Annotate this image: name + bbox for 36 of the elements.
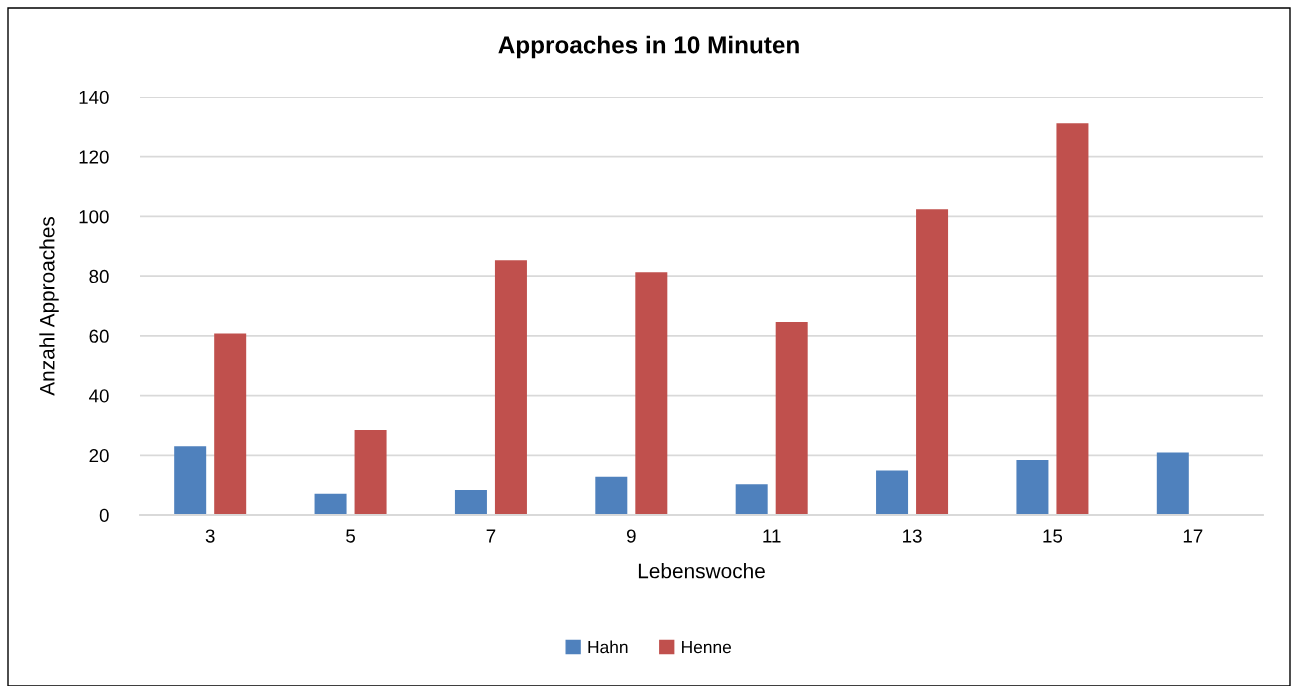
legend-label: Hahn [588,640,628,654]
y-tick-label: 60 [89,329,109,343]
x-tick-label: 17 [1183,529,1203,543]
y-tick-label: 40 [89,389,109,403]
y-tick-label: 80 [89,269,109,284]
legend-label: Henne [682,641,732,654]
bar [174,446,207,515]
bar [314,493,347,515]
x-tick-label: 7 [486,529,496,543]
x-tick-label: 13 [903,529,922,543]
bar [454,489,487,515]
x-tick-label: 15 [1043,529,1063,543]
y-tick-label: 100 [79,210,109,224]
bar [214,333,247,515]
bar [916,209,949,515]
x-tick-label: 9 [626,529,636,543]
bar [635,272,668,515]
y-tick-label: 120 [79,150,109,164]
x-axis-title: Lebenswoche [638,563,765,579]
x-tick-label: 3 [205,529,215,543]
bar [595,476,628,515]
y-tick-label: 0 [99,508,109,522]
y-tick-label: 140 [79,90,109,104]
bar [1156,452,1189,515]
y-tick-label: 20 [89,448,109,463]
bar [1016,460,1049,515]
bar [494,260,527,515]
x-tick-label: 11 [763,529,781,543]
bar [876,470,909,515]
bar [735,484,768,515]
bar [354,429,387,515]
bar [1056,123,1089,515]
bar [775,322,808,515]
y-axis-title: Anzahl Approaches [39,216,59,396]
x-tick-label: 5 [346,529,355,543]
chart-title: Approaches in 10 Minuten [498,35,799,59]
